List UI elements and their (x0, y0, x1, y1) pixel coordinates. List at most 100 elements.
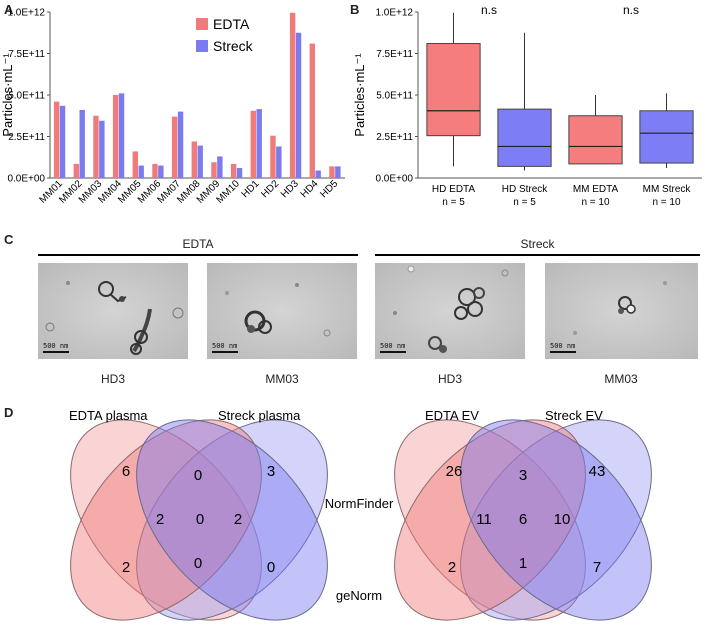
box-plot-particles: 0.0E+00 2.5E+11 5.0E+11 7.5E+11 1.0E+12 Parti… (352, 3, 702, 208)
bar-streck (177, 111, 184, 178)
bar-streck (335, 166, 341, 178)
venn-count: 0 (194, 555, 202, 572)
sample-size-label: n = 5 (513, 197, 536, 208)
bar-edta (211, 162, 217, 178)
y-tick-label: 7.5E+11 (376, 49, 413, 60)
panel-letter-d: D (4, 405, 14, 420)
x-tick-label: HD EDTA (432, 184, 475, 195)
venn-left-set-label-edta: EDTA plasma (69, 408, 148, 423)
bar-edta (152, 163, 158, 178)
venn-right: 26 43 3 11 6 10 1 2 7 (394, 419, 652, 621)
x-tick-label: HD3 (279, 178, 301, 200)
bar-streck (158, 165, 164, 178)
venn-count: 10 (554, 511, 571, 528)
venn-left-streck-normfinder (136, 419, 328, 621)
bar-edta (53, 101, 60, 178)
micrograph-edta-hd3-image (38, 263, 188, 359)
x-tick-label: HD1 (240, 178, 262, 200)
legend-swatch-edta (196, 18, 208, 30)
bar-streck (217, 156, 223, 178)
bar-edta (93, 115, 99, 178)
y-tick-label: 2.5E+11 (8, 132, 45, 143)
sample-size-label: n = 10 (581, 197, 610, 208)
venn-count: 6 (122, 463, 130, 480)
micrograph-edta-hd3: 500 nm (38, 263, 188, 359)
scale-bar: 500 nm (550, 342, 576, 353)
x-tick-label: HD Streck (502, 184, 549, 195)
bar-edta (112, 95, 119, 178)
box-iqr (568, 115, 623, 165)
legend-swatch-streck (196, 40, 208, 52)
venn-right-streck-normfinder (460, 419, 652, 621)
bar-edta (329, 166, 335, 178)
bar-edta (309, 43, 315, 178)
x-tick-label: MM EDTA (573, 184, 619, 195)
bar-streck (256, 109, 262, 178)
bar-edta (250, 110, 256, 178)
venn-count: 0 (196, 511, 204, 528)
group-title-edta: EDTA (182, 237, 214, 251)
y-tick-label: 5.0E+11 (376, 91, 413, 102)
venn-count: 26 (446, 463, 463, 480)
y-axis-label: Particles·mL⁻¹ (0, 53, 15, 137)
micrograph-label: HD3 (437, 372, 462, 386)
y-tick-label: 2.5E+11 (376, 132, 413, 143)
venn-count: 2 (448, 559, 456, 576)
micrograph-label: HD3 (100, 372, 125, 386)
scale-bar: 500 nm (43, 342, 69, 353)
group-line-edta (38, 254, 358, 256)
x-tick-label: HD4 (299, 178, 321, 200)
bar-streck (59, 105, 66, 178)
venn-left-edta-normfinder (70, 419, 262, 621)
y-tick-label: 1.0E+12 (375, 8, 413, 19)
bar-streck (276, 146, 282, 178)
bar-edta (132, 151, 138, 178)
venn-right-set-label-streck: Streck EV (545, 408, 603, 423)
venn-count: 0 (194, 467, 202, 484)
micrograph-edta-mm03-image (207, 263, 357, 359)
scale-bar: 500 nm (212, 342, 238, 353)
venn-count: 2 (122, 559, 130, 576)
legend-label-edta: EDTA (213, 16, 250, 32)
venn-right-streck-genorm (460, 419, 652, 621)
venn-count: 0 (267, 559, 275, 576)
venn-count: 1 (519, 555, 527, 572)
micrograph-label: MM03 (604, 372, 638, 386)
box-iqr (639, 110, 694, 164)
micrograph-edta-mm03: 500 nm (207, 263, 357, 359)
venn-left-edta-genorm (70, 419, 262, 621)
venn-count: 7 (593, 559, 601, 576)
venn-diagrams: 6 3 0 2 0 2 0 2 0 EDTA plasma Streck pla… (69, 408, 652, 621)
x-tick-label: MM Streck (643, 184, 692, 195)
sample-size-label: n = 5 (442, 197, 465, 208)
group-line-streck (375, 254, 700, 256)
panel-letter-c: C (4, 232, 14, 247)
venn-count: 6 (519, 511, 527, 528)
y-tick-label: 5.0E+11 (8, 91, 45, 102)
x-tick-label: HD5 (318, 178, 340, 200)
venn-count: 11 (476, 511, 492, 528)
bar-streck (99, 120, 105, 178)
scale-bar: 500 nm (380, 342, 406, 353)
bar-streck (236, 168, 243, 178)
y-tick-label: 0.0E+00 (7, 174, 45, 185)
bar-streck (295, 32, 302, 178)
venn-count: 43 (589, 463, 606, 480)
venn-count: 3 (267, 463, 275, 480)
venn-count: 3 (519, 467, 527, 484)
bar-edta (191, 141, 197, 178)
significance-annotation: n.s (481, 3, 497, 17)
panel-letter-b: B (350, 2, 360, 17)
group-title-streck: Streck (520, 237, 555, 251)
venn-count: 2 (156, 511, 164, 528)
venn-right-edta-normfinder (394, 419, 586, 621)
venn-right-set-label-edta: EDTA EV (425, 408, 479, 423)
y-tick-label: 0.0E+00 (375, 174, 413, 185)
x-tick-label: HD2 (259, 178, 281, 200)
y-tick-label: 1.0E+12 (7, 8, 45, 19)
micrograph-streck-mm03-image (545, 263, 698, 359)
micrograph-label: MM03 (265, 372, 299, 386)
method-label-normfinder: NormFinder (325, 496, 394, 511)
micrograph-streck-hd3-image (375, 263, 525, 359)
venn-left-set-label-streck: Streck plasma (218, 408, 301, 423)
